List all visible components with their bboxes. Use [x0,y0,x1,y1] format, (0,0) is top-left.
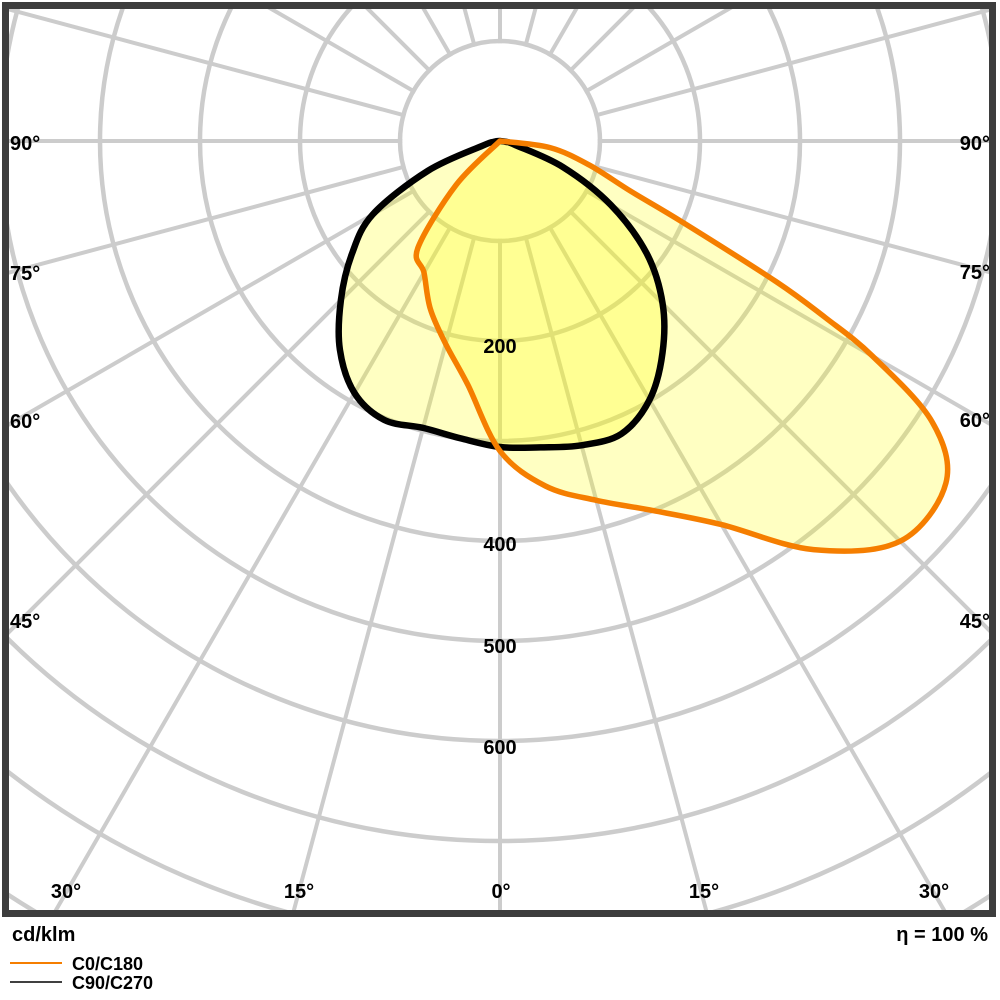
footer: cd/klm η = 100 % C0/C180 C90/C270 [10,924,988,993]
grid-spoke [498,9,733,143]
radial-tick-label: 600 [483,737,516,759]
angle-tick-label: 15° [689,881,719,903]
curve-fill-c90-c270 [338,141,665,448]
angle-tick-label: 0° [491,881,510,903]
legend-label-c0-c180: C0/C180 [72,954,143,974]
angle-tick-label: 75° [960,262,990,284]
angle-tick-label: 45° [960,611,990,633]
curve-c0-c180 [413,138,951,554]
angle-tick-label: 90° [960,133,990,155]
unit-label: cd/klm [12,924,75,946]
grid-circle-500 [9,9,990,644]
angle-tick-label: 45° [10,611,40,633]
legend-item-c90-c270: C90/C270 [10,973,153,993]
radial-tick-label: 500 [483,636,516,658]
angle-tick-label: 15° [284,881,314,903]
angle-tick-label: 90° [10,133,40,155]
grid-spoke [9,139,502,635]
angle-tick-label: 30° [919,881,949,903]
legend-label-c90-c270: C90/C270 [72,973,153,993]
plot-frame [2,2,996,917]
grid-spoke [267,9,502,143]
grid-spoke [498,139,990,427]
angle-tick-label: 60° [960,410,990,432]
legend: C0/C180 C90/C270 [10,954,153,993]
grid-circle-600 [9,481,990,744]
grid-circle-300 [197,9,803,444]
angle-tick-label: 60° [10,411,40,433]
grid-circle-200 [297,9,703,344]
polar-plot-labels: 90° 75° 60° 45° 90° 75° 60° 45° 30° 15° 0° 15° 30° 20… [10,133,990,903]
grid-spoke [9,139,501,275]
grid-spoke [9,9,501,143]
angle-tick-label: 30° [51,881,81,903]
grid-spoke [499,9,990,143]
radial-tick-label: 200 [483,336,516,358]
grid-circle-400 [97,9,903,544]
angle-tick-label: 75° [10,263,40,285]
grid-spoke [499,139,990,275]
radial-tick-label: 400 [483,534,516,556]
legend-item-c0-c180: C0/C180 [10,954,143,974]
grid-circle-100 [397,38,603,244]
grid-spoke [9,139,502,427]
efficiency-label: η = 100 % [896,924,988,946]
grid-circle-700 [9,636,990,844]
